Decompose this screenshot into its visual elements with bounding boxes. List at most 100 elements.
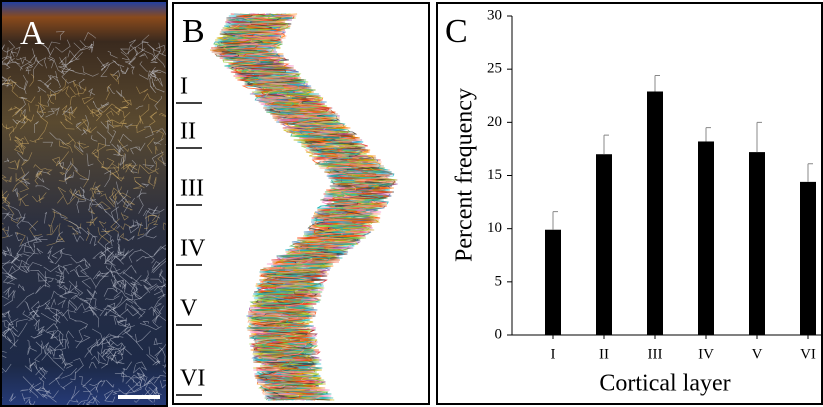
fiber: [15, 167, 25, 182]
fiber: [75, 264, 87, 277]
fiber: [86, 230, 97, 247]
fiber: [117, 325, 135, 338]
fiber: [10, 214, 21, 224]
fiber: [59, 121, 75, 130]
fiber: [96, 338, 106, 347]
y-tick-label: 20: [487, 114, 502, 130]
fiber: [7, 318, 19, 331]
fiber: [44, 301, 51, 310]
fiber: [120, 250, 129, 261]
fiber: [86, 297, 97, 315]
fiber: [38, 271, 48, 282]
fiber: [143, 284, 151, 293]
fiber: [148, 346, 159, 366]
fiber: [30, 238, 43, 244]
fiber: [104, 389, 114, 400]
fiber: [9, 339, 19, 349]
fiber: [151, 261, 161, 271]
fiber: [101, 157, 115, 170]
fiber: [6, 247, 21, 262]
fiber: [101, 62, 109, 72]
fiber: [2, 211, 10, 220]
fiber: [45, 323, 59, 331]
fiber: [36, 389, 50, 398]
fiber: [117, 139, 129, 153]
fiber: [67, 284, 78, 294]
fiber: [136, 192, 147, 198]
fiber: [16, 231, 26, 245]
fiber: [69, 190, 85, 201]
fiber: [52, 211, 68, 219]
fiber: [70, 256, 87, 268]
fiber: [20, 389, 29, 392]
fiber: [88, 202, 92, 211]
fiber: [41, 340, 47, 355]
fiber: [100, 119, 112, 130]
fiber: [97, 227, 111, 244]
fiber: [69, 86, 86, 95]
fiber: [121, 368, 127, 377]
fiber: [10, 78, 29, 90]
fiber: [70, 385, 80, 400]
fiber: [59, 158, 74, 171]
fiber: [3, 290, 16, 307]
bar: [800, 181, 816, 335]
fiber: [8, 159, 20, 170]
fiber: [82, 65, 99, 77]
fiber: [144, 270, 149, 283]
fiber: [43, 265, 68, 272]
fiber: [103, 288, 118, 297]
fiber: [32, 195, 45, 202]
fiber: [51, 340, 66, 351]
fiber: [7, 265, 18, 280]
fiber: [134, 41, 149, 49]
fiber: [143, 92, 159, 103]
fiber: [122, 271, 140, 284]
fiber: [28, 63, 34, 68]
fiber: [149, 66, 157, 78]
fiber: [20, 177, 31, 185]
fiber: [42, 141, 53, 147]
fiber: [35, 185, 50, 191]
fiber: [148, 386, 162, 395]
fiber: [2, 295, 9, 300]
fiber: [25, 248, 36, 265]
fiber: [113, 296, 124, 314]
error-bar: [552, 211, 558, 230]
fiber: [42, 386, 59, 399]
fiber: [110, 198, 119, 220]
fiber: [35, 341, 50, 349]
fiber: [137, 372, 147, 382]
fiber: [96, 272, 104, 277]
fiber: [109, 343, 123, 351]
micrograph: [0, 0, 168, 407]
fiber: [59, 172, 66, 175]
fiber: [156, 128, 166, 136]
fiber: [116, 317, 127, 327]
bar: [749, 152, 765, 335]
fiber: [67, 49, 80, 60]
fiber: [28, 400, 36, 405]
fiber: [83, 32, 97, 41]
fiber: [9, 393, 16, 403]
fiber: [20, 54, 36, 71]
fiber: [3, 286, 11, 296]
fiber: [136, 86, 149, 95]
fiber: [150, 278, 163, 283]
fiber: [111, 347, 132, 362]
fiber: [2, 260, 14, 279]
fiber: [8, 289, 15, 299]
fiber: [50, 342, 63, 358]
fiber: [97, 241, 114, 261]
fiber: [88, 206, 95, 215]
fiber: [120, 66, 129, 74]
fiber: [86, 105, 100, 118]
fiber: [13, 263, 28, 274]
fiber: [6, 57, 23, 70]
fiber: [5, 214, 19, 221]
fiber: [153, 293, 166, 309]
fiber: [27, 339, 37, 352]
fiber: [124, 61, 135, 68]
fiber: [44, 276, 54, 283]
fiber: [117, 233, 121, 242]
